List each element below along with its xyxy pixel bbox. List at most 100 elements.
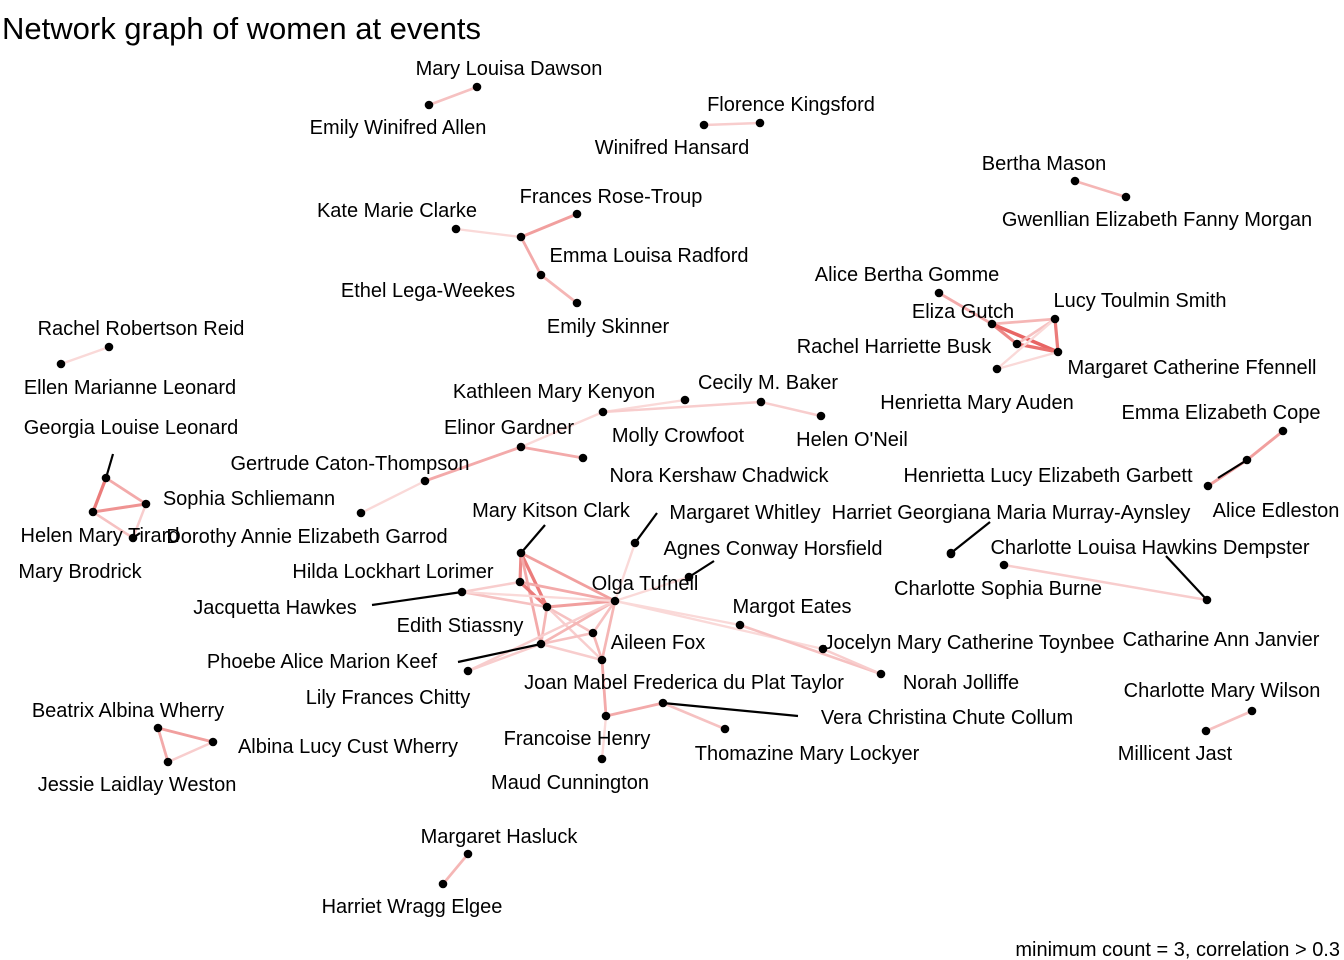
node-label-mh: Margaret Hasluck bbox=[421, 826, 579, 848]
edge-egard-gct bbox=[423, 445, 523, 483]
edge-bm-gefm bbox=[1073, 179, 1128, 199]
edge-jh-ot bbox=[460, 590, 617, 603]
node-hleg bbox=[1242, 455, 1252, 465]
node-kmk bbox=[598, 407, 608, 417]
node-mj bbox=[1201, 726, 1211, 736]
edge-est-pamk bbox=[539, 605, 549, 646]
node-label-mw: Margaret Whitley bbox=[669, 502, 820, 524]
node-label-mld: Mary Louisa Dawson bbox=[416, 58, 603, 80]
label-leader-pamk bbox=[457, 642, 542, 664]
node-label-lts: Lucy Toulmin Smith bbox=[1053, 290, 1226, 312]
edge-elw-elr bbox=[519, 235, 543, 277]
label-leader-hgma bbox=[950, 521, 991, 554]
node-elw bbox=[516, 232, 526, 242]
node-label-mcf: Margaret Catherine Ffennell bbox=[1067, 357, 1316, 379]
edge-est-jmft bbox=[545, 605, 604, 662]
node-label-eml: Ellen Marianne Leonard bbox=[24, 377, 236, 399]
node-label-mc: Molly Crowfoot bbox=[612, 425, 745, 447]
node-gll bbox=[101, 473, 111, 483]
node-bm bbox=[1070, 176, 1080, 186]
node-af bbox=[588, 628, 598, 638]
node-label-nj: Norah Jolliffe bbox=[903, 672, 1019, 694]
edge-elw-frt bbox=[519, 212, 579, 239]
node-caj bbox=[1202, 595, 1212, 605]
edge-lts-mcf bbox=[1053, 317, 1060, 354]
edge-abg-eg bbox=[937, 291, 994, 326]
edge-eec-hleg bbox=[1245, 429, 1285, 462]
edge-mc-hon bbox=[759, 400, 823, 418]
node-hll bbox=[515, 577, 525, 587]
edge-pamk-af bbox=[539, 631, 595, 646]
edge-clhd-caj bbox=[1002, 563, 1209, 602]
node-label-caj: Catharine Ann Janvier bbox=[1123, 629, 1320, 651]
node-label-hleg: Henrietta Lucy Elizabeth Garbett bbox=[903, 465, 1192, 487]
edge-gll-ss bbox=[104, 476, 148, 506]
node-label-mb: Mary Brodrick bbox=[18, 561, 142, 583]
node-label-fk: Florence Kingsford bbox=[707, 94, 875, 116]
node-label-wh: Winifred Hansard bbox=[595, 137, 750, 159]
node-clhd bbox=[999, 560, 1009, 570]
node-label-mcu: Maud Cunnington bbox=[491, 772, 649, 794]
node-label-hwe: Harriet Wragg Elgee bbox=[322, 896, 503, 918]
node-jmct bbox=[818, 644, 828, 654]
node-label-eg: Eliza Gutch bbox=[912, 301, 1014, 323]
edge-hll-est bbox=[518, 580, 549, 609]
node-hma bbox=[992, 364, 1002, 374]
node-label-vccc: Vera Christina Chute Collum bbox=[821, 707, 1073, 729]
node-label-gct: Gertrude Caton-Thompson bbox=[230, 453, 469, 475]
edge-hmt-ss bbox=[91, 502, 148, 514]
edge-mkc-est bbox=[519, 551, 549, 609]
node-frt bbox=[572, 209, 582, 219]
node-mw bbox=[630, 538, 640, 548]
edge-mkc-pamk bbox=[519, 551, 543, 646]
edge-mkc-ot bbox=[519, 551, 617, 603]
node-label-jmft: Joan Mabel Frederica du Plat Taylor bbox=[524, 672, 844, 694]
node-label-ss: Sophia Schliemann bbox=[163, 488, 335, 510]
node-label-me: Margot Eates bbox=[733, 596, 852, 618]
label-leader-mw bbox=[634, 512, 658, 544]
node-csb bbox=[946, 549, 956, 559]
node-mkc bbox=[516, 548, 526, 558]
node-label-eec: Emma Elizabeth Cope bbox=[1122, 402, 1321, 424]
node-cmw bbox=[1247, 706, 1257, 716]
node-label-cmw: Charlotte Mary Wilson bbox=[1124, 680, 1321, 702]
node-lts bbox=[1050, 314, 1060, 324]
edge-alcw-jlw bbox=[166, 740, 215, 764]
node-label-af: Aileen Fox bbox=[611, 632, 706, 654]
edge-mw-ot bbox=[613, 541, 637, 603]
node-lfc bbox=[463, 666, 473, 676]
edge-est-af bbox=[545, 605, 595, 635]
node-est bbox=[542, 602, 552, 612]
edge-baw-alcw bbox=[156, 726, 215, 744]
edge-af-jmft bbox=[591, 631, 604, 662]
node-mcf bbox=[1053, 347, 1063, 357]
label-leader-ach bbox=[688, 560, 715, 578]
node-hwe bbox=[438, 879, 448, 889]
node-mh bbox=[463, 849, 473, 859]
node-label-rrr: Rachel Robertson Reid bbox=[38, 318, 245, 340]
node-es bbox=[572, 298, 582, 308]
edge-pamk-lfc bbox=[466, 642, 543, 673]
node-daeg bbox=[356, 508, 366, 518]
node-mc bbox=[756, 397, 766, 407]
node-layer bbox=[56, 82, 1288, 889]
edge-gll-hmt bbox=[91, 476, 108, 514]
edge-ach-ot bbox=[613, 575, 691, 603]
label-leader-mkc bbox=[520, 524, 546, 554]
node-me bbox=[735, 620, 745, 630]
edge-kmc-elw bbox=[454, 227, 523, 239]
edge-jh-est bbox=[460, 590, 549, 609]
chart-caption: minimum count = 3, correlation > 0.3 bbox=[1015, 939, 1340, 960]
node-fh bbox=[601, 711, 611, 721]
node-label-elw: Ethel Lega-Weekes bbox=[341, 280, 515, 302]
node-label-egard: Elinor Gardner bbox=[444, 417, 574, 439]
node-label-mj: Millicent Jast bbox=[1118, 743, 1233, 765]
node-label-abg: Alice Bertha Gomme bbox=[815, 264, 1000, 286]
edge-fh-mcu bbox=[600, 714, 608, 761]
node-label-daeg: Dorothy Annie Elizabeth Garrod bbox=[166, 526, 447, 548]
node-label-elr: Emma Louisa Radford bbox=[550, 245, 749, 267]
edge-mh-hwe bbox=[441, 852, 470, 886]
edge-vccc-tml bbox=[661, 701, 727, 731]
edge-fh-vccc bbox=[604, 701, 665, 718]
